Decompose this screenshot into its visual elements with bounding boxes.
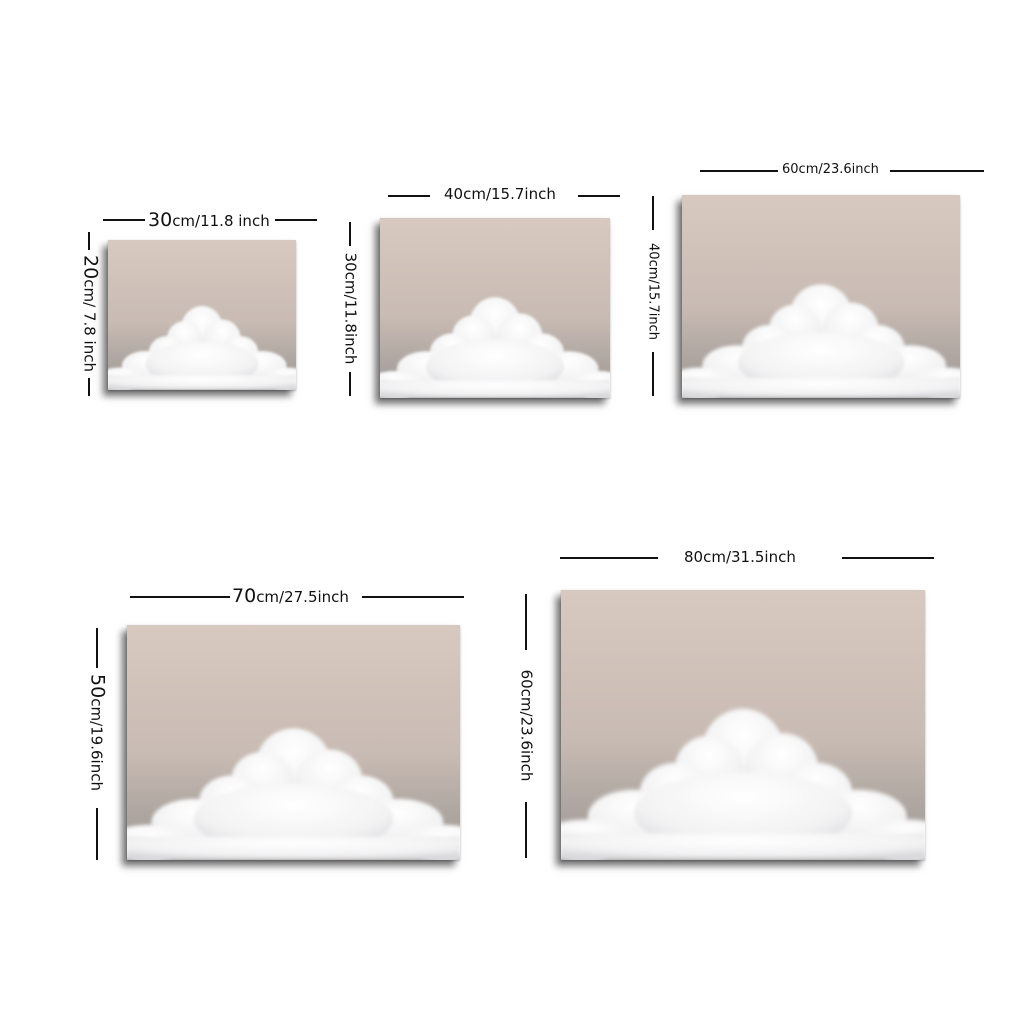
height-label-30x20: 20cm/ 7.8 inch [79, 255, 102, 372]
canvas-print-40x30 [380, 218, 610, 398]
cloud-artwork [682, 195, 960, 398]
width-line [578, 195, 620, 197]
cloud-artwork [127, 625, 460, 860]
width-label-60x40: 60cm/23.6inch [782, 162, 879, 177]
canvas-print-70x50 [127, 625, 460, 860]
cloud-artwork [561, 590, 925, 860]
height-line [96, 628, 98, 668]
height-line [525, 802, 527, 858]
width-line [842, 557, 934, 559]
width-line [388, 195, 430, 197]
width-line [103, 219, 145, 221]
width-label-80x60: 80cm/31.5inch [684, 548, 796, 566]
width-line [362, 596, 464, 598]
width-label-30x20: 30cm/11.8 inch [148, 209, 270, 231]
width-label-70x50: 70cm/27.5inch [232, 585, 349, 607]
width-line [890, 170, 984, 172]
canvas-print-60x40 [682, 195, 960, 398]
height-line [88, 232, 90, 250]
width-line [130, 596, 230, 598]
height-label-70x50: 50cm/19.6inch [86, 674, 109, 791]
height-label-40x30: 30cm/11.8inch [341, 252, 360, 365]
width-line [560, 557, 658, 559]
height-label-60x40: 40cm/15.7inch [645, 243, 661, 340]
cloud-artwork [108, 240, 296, 390]
width-line [275, 219, 317, 221]
height-line [652, 196, 654, 230]
height-line [96, 808, 98, 860]
width-label-40x30: 40cm/15.7inch [444, 185, 556, 203]
height-line [525, 594, 527, 650]
width-line [700, 170, 778, 172]
height-line [349, 222, 351, 246]
cloud-artwork [380, 218, 610, 398]
canvas-print-80x60 [561, 590, 925, 860]
height-line [652, 352, 654, 396]
height-line [349, 372, 351, 396]
canvas-print-30x20 [108, 240, 296, 390]
height-line [88, 378, 90, 396]
height-label-80x60: 60cm/23.6inch [517, 669, 536, 782]
